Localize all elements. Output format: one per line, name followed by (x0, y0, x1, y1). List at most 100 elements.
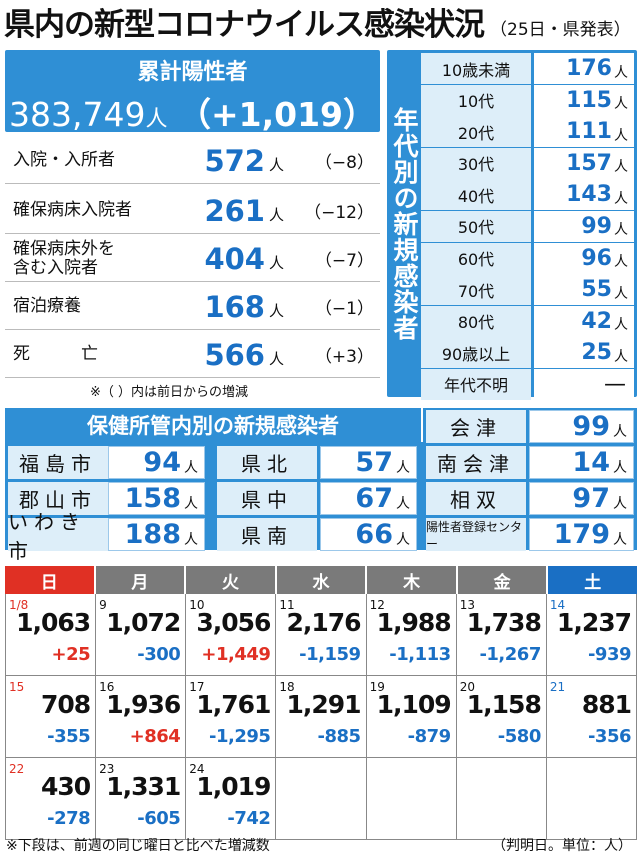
age-unit: 人 (614, 190, 628, 207)
health-center-label: 県北 (217, 446, 317, 479)
age-row: 20代 111 人 (421, 116, 634, 148)
age-value-cell: 143 人 (534, 179, 634, 211)
health-center-unit: 人 (613, 531, 627, 548)
calendar-day-cell: 9 1,072 -300 (96, 594, 187, 676)
cumulative-box: 累計陽性者 383,749人 （+1,019） (5, 50, 380, 134)
health-center-value-cell: 188 人 (108, 518, 205, 551)
age-row: 年代不明 — (421, 368, 634, 400)
age-value-cell: 176 人 (534, 53, 634, 84)
stat-row: 確保病床外を 含む入院者 404 人 （−7） (5, 236, 380, 282)
stat-value: 572 (204, 143, 265, 178)
day-date: 22 (9, 762, 25, 776)
weekday-6: 土 (548, 566, 638, 594)
day-count: 708 (40, 690, 91, 719)
weekday-0: 日 (5, 566, 96, 594)
age-label: 60代 (421, 242, 531, 274)
day-count: 1,331 (106, 772, 181, 801)
health-center-value: 99 (572, 411, 610, 442)
age-rows: 10歳未満 176 人 10代 115 人 20代 111 人 30代 157 人 40代 143 人 50代… (421, 53, 634, 401)
age-label: 20代 (421, 116, 531, 148)
day-change: -1,159 (299, 644, 361, 665)
age-value-cell: 99 人 (534, 210, 634, 242)
day-count: 1,019 (196, 772, 271, 801)
age-value: 111 (566, 119, 612, 145)
calendar-day-cell: 22 430 -278 (6, 758, 97, 840)
stat-value: 404 (204, 241, 265, 276)
day-change: -356 (587, 726, 632, 747)
age-value: 96 (581, 245, 612, 271)
age-label: 10代 (421, 84, 531, 116)
health-center-value-cell: 57 人 (320, 446, 417, 479)
age-value: 55 (581, 277, 612, 303)
calendar-grid: 1/8 1,063 +25 9 1,072 -300 10 3,056 +1,449 11 2,17… (5, 594, 637, 840)
age-value-cell: 42 人 (534, 305, 634, 337)
age-label: 30代 (421, 147, 531, 179)
age-value: 143 (566, 182, 612, 208)
health-center-title: 保健所管内別の新規感染者 (5, 408, 421, 442)
day-count: 1,237 (556, 608, 632, 637)
health-center-value-cell: 158 人 (108, 482, 205, 515)
day-count: 1,109 (376, 690, 452, 719)
health-center-unit: 人 (613, 423, 627, 440)
day-date: 24 (189, 762, 205, 776)
age-value-cell: 96 人 (534, 242, 634, 274)
daily-calendar: 日月火水木金土 1/8 1,063 +25 9 1,072 -300 10 3,056 +1,4… (5, 566, 638, 840)
health-center-label: 県中 (217, 482, 317, 515)
age-value-cell: 157 人 (534, 147, 634, 179)
age-unit: 人 (614, 348, 628, 365)
stat-unit: 人 (269, 302, 285, 320)
health-center-value: 67 (355, 483, 393, 514)
health-center-label: 郡山市 (8, 482, 108, 515)
day-change: -605 (137, 808, 181, 829)
stat-row: 入院・入所者 572 人 （−8） (5, 138, 380, 184)
day-change: -355 (47, 726, 91, 747)
day-count: 1,063 (16, 608, 91, 637)
age-value: 99 (581, 213, 612, 239)
age-value-cell: 111 人 (534, 116, 634, 148)
day-change: -742 (227, 808, 271, 829)
stat-row: 確保病床入院者 261 人 （−12） (5, 188, 380, 234)
health-center-label: いわき市 (8, 510, 108, 563)
page-subtitle: （25日・県発表） (490, 20, 631, 40)
day-count: 1,291 (286, 690, 361, 719)
health-center-unit: 人 (184, 459, 198, 476)
calendar-day-cell: 13 1,738 -1,267 (456, 594, 547, 676)
calendar-day-cell: 19 1,109 -879 (366, 676, 457, 758)
age-unit: 人 (614, 64, 628, 81)
day-date: 23 (99, 762, 115, 776)
day-count: 2,176 (286, 608, 361, 637)
health-center-value-cell: 66 人 (320, 518, 417, 551)
age-value-cell: 55 人 (534, 274, 634, 306)
stat-diff: （−7） (314, 251, 374, 271)
stat-diff: （−12） (304, 203, 374, 223)
calendar-day-cell (366, 758, 457, 840)
age-label: 年代不明 (421, 368, 531, 400)
day-change: -1,295 (209, 726, 271, 747)
age-row: 50代 99 人 (421, 210, 634, 242)
age-value: 42 (581, 308, 612, 334)
calendar-day-cell: 12 1,988 -1,113 (366, 594, 457, 676)
stats-note: ※（ ）内は前日からの増減 (90, 385, 249, 400)
age-label: 80代 (421, 305, 531, 337)
day-date: 1/8 (9, 598, 29, 612)
health-center-table: 保健所管内別の新規感染者 会津 99 人福島市 94 人県北 57 人南会津 14 人郡山市 15… (5, 408, 637, 563)
day-change: -580 (497, 726, 542, 747)
age-value-cell: 25 人 (534, 337, 634, 369)
age-row: 30代 157 人 (421, 147, 634, 179)
calendar-day-cell: 1/8 1,063 +25 (6, 594, 97, 676)
calendar-day-cell (546, 758, 637, 840)
health-center-value: 57 (355, 447, 393, 478)
age-value: 115 (566, 87, 612, 113)
stat-label: 入院・入所者 (13, 150, 115, 170)
age-unit: 人 (614, 222, 628, 239)
day-change: -1,113 (389, 644, 451, 665)
health-center-value-cell: 94 人 (108, 446, 205, 479)
day-count: 1,072 (106, 608, 181, 637)
day-count: 430 (40, 772, 91, 801)
health-center-value-cell: 67 人 (320, 482, 417, 515)
stat-row: 宿泊療養 168 人 （−1） (5, 284, 380, 330)
age-value-cell: — (534, 368, 634, 400)
weekday-2: 火 (186, 566, 277, 594)
day-date: 14 (549, 598, 566, 612)
health-center-value: 97 (572, 483, 610, 514)
